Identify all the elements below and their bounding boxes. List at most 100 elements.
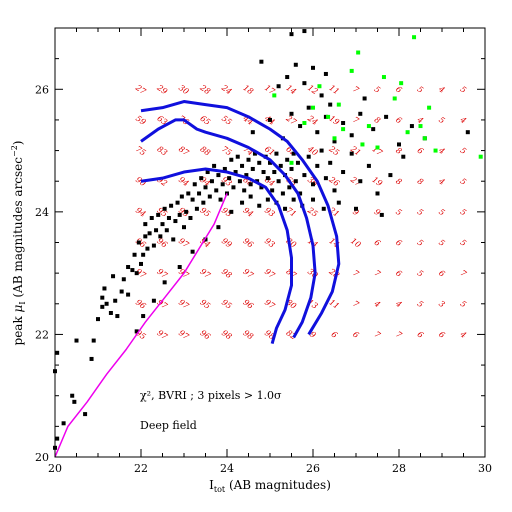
black-data-point <box>289 32 294 37</box>
grid-number: 95 <box>198 298 212 311</box>
grid-number: 28 <box>198 83 212 97</box>
black-data-point <box>371 127 376 132</box>
grid-number: 8 <box>394 146 403 156</box>
grid-number: 18 <box>241 83 255 96</box>
x-tick-label: 22 <box>134 462 148 475</box>
black-data-point <box>231 185 236 190</box>
black-data-point <box>311 182 315 187</box>
black-data-point <box>70 393 75 398</box>
x-tick-label: 20 <box>48 462 62 475</box>
black-data-point <box>184 209 189 214</box>
green-data-point <box>375 145 380 150</box>
contour-line-1 <box>140 100 341 336</box>
grid-number: 10 <box>349 236 363 249</box>
grid-number: 97 <box>198 267 212 281</box>
black-data-point <box>115 314 120 319</box>
green-data-point <box>418 124 423 129</box>
black-data-point <box>252 151 257 156</box>
black-data-point <box>265 176 270 181</box>
black-data-point <box>265 197 270 202</box>
black-data-point <box>108 310 113 315</box>
grid-number: 98 <box>220 328 234 341</box>
grid-number: 6 <box>416 146 425 156</box>
black-data-point <box>321 206 326 211</box>
black-data-point <box>89 356 94 361</box>
black-data-point <box>130 268 135 273</box>
y-axis-label: peak μI (AB magnitudes arcsec−2) <box>10 141 27 346</box>
black-data-point <box>302 29 307 34</box>
black-data-point <box>158 234 163 239</box>
green-data-point <box>272 93 277 98</box>
x-tick-label: 28 <box>392 462 406 475</box>
grid-number: 29 <box>155 83 169 97</box>
black-data-point <box>235 154 240 159</box>
black-data-point <box>192 182 197 187</box>
annotation-chi2: χ², BVRI ; 3 pixels > 1.0σ <box>140 389 282 402</box>
black-data-point <box>465 130 470 135</box>
grid-number: 7 <box>351 268 361 279</box>
grid-number: 30 <box>306 267 320 280</box>
black-data-point <box>119 289 124 294</box>
black-data-point <box>306 105 311 110</box>
y-tick-label: 20 <box>35 451 49 464</box>
grid-number: 5 <box>416 268 425 278</box>
grid-number: 55 <box>220 114 234 127</box>
black-data-point <box>268 117 272 122</box>
black-data-point <box>61 421 66 426</box>
green-data-point <box>366 124 371 129</box>
ticks-layer <box>54 27 486 458</box>
grid-number: 6 <box>394 268 403 278</box>
grid-number: 4 <box>458 115 468 126</box>
black-data-point <box>229 157 234 162</box>
grid-number: 94 <box>241 206 255 219</box>
black-data-point <box>209 179 214 184</box>
black-data-point <box>306 154 311 159</box>
black-data-point <box>190 197 195 202</box>
black-data-point <box>379 212 384 217</box>
contour-line-3 <box>140 167 293 345</box>
black-data-point <box>166 215 171 220</box>
black-data-point <box>323 71 328 76</box>
grid-number: 87 <box>177 144 191 158</box>
black-data-point <box>91 338 96 343</box>
black-data-point <box>246 157 251 162</box>
tick-labels-layer: 20 22 24 26 28 30 20 22 24 26 <box>35 83 492 475</box>
grid-number: 4 <box>415 115 425 126</box>
green-data-point <box>289 160 294 165</box>
grid-number: 93 <box>263 206 277 219</box>
grid-number: 6 <box>416 330 425 340</box>
black-data-point <box>240 163 245 168</box>
black-data-point <box>104 301 109 306</box>
grid-number: 5 <box>459 238 468 248</box>
black-data-point <box>83 412 88 417</box>
black-data-point <box>332 188 337 193</box>
grid-number: 9 <box>351 207 360 217</box>
diagonal-line <box>54 193 228 458</box>
x-tick-label: 26 <box>306 462 320 475</box>
grid-number: 5 <box>459 146 468 156</box>
grid-number: 6 <box>373 238 382 248</box>
grid-number: 96 <box>134 298 148 311</box>
black-data-point <box>113 298 118 303</box>
green-data-point <box>381 75 386 80</box>
black-data-point <box>302 81 307 86</box>
green-data-point <box>326 114 331 119</box>
x-axis-label: Itot (AB magnitudes) <box>209 478 331 494</box>
black-data-point <box>259 59 264 64</box>
black-data-point <box>143 234 148 239</box>
black-data-point <box>136 240 141 245</box>
diagonal-layer <box>54 193 228 458</box>
grid-number: 6 <box>330 330 339 340</box>
black-data-point <box>358 179 363 184</box>
black-data-point <box>293 62 298 67</box>
grid-number: 95 <box>198 206 212 219</box>
black-data-point <box>194 206 199 211</box>
black-data-point <box>248 182 253 187</box>
black-data-point <box>259 185 264 190</box>
black-data-point <box>134 329 139 334</box>
black-data-point <box>154 228 159 233</box>
grid-number: 8 <box>416 176 425 186</box>
black-data-point <box>336 200 341 205</box>
grid-number: 27 <box>133 83 148 97</box>
black-data-point <box>169 203 174 208</box>
